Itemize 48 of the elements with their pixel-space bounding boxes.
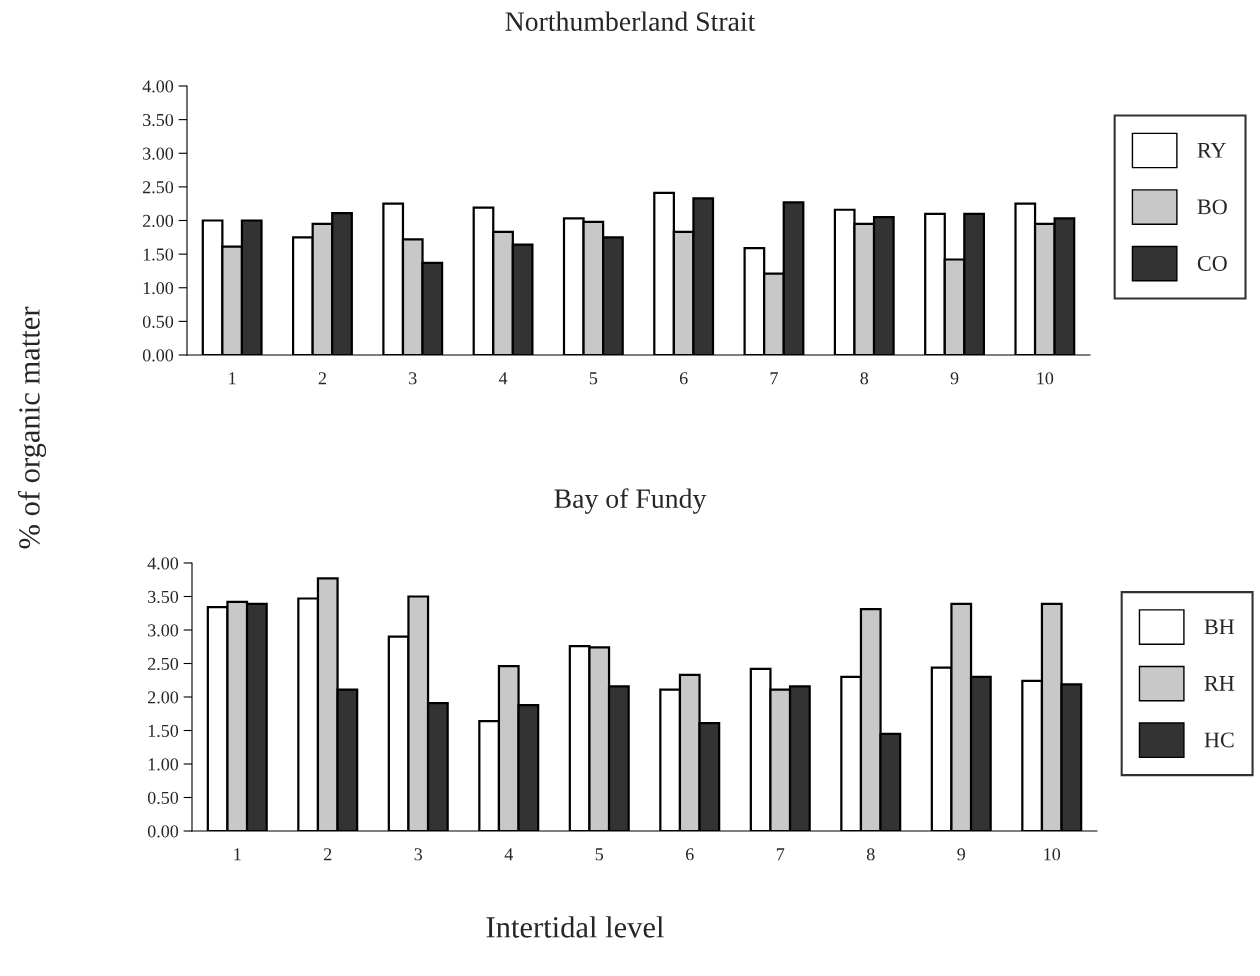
x-tick-label: 7 [776,848,785,861]
x-tick-label: 7 [770,372,778,385]
x-tick-label: 4 [504,848,513,861]
y-tick-label: 0.50 [142,315,174,328]
y-tick-label: 4.00 [142,80,174,93]
y-tick-label: 3.50 [143,113,174,127]
y-tick-label: 2.00 [143,214,174,228]
chart-title: Northumberland Strait [505,11,756,31]
y-tick-label: 0.00 [142,349,174,362]
x-tick-label: 9 [957,848,966,861]
legend-label: RY [1197,143,1226,158]
y-tick-label: 0.00 [147,825,179,838]
y-tick-label: 1.50 [143,248,174,261]
x-tick-label: 8 [866,848,875,861]
x-tick-label: 10 [1037,372,1054,385]
legend-label: BH [1204,619,1235,635]
x-axis-title: Intertidal level [486,916,664,938]
legend-label: CO [1197,255,1227,271]
y-tick-label: 1.00 [148,758,179,771]
y-tick-label: 2.00 [148,691,179,704]
y-axis-title: % of organic matter [17,306,47,549]
x-tick-label: 5 [589,372,598,385]
y-tick-label: 3.50 [148,590,179,604]
x-tick-label: 3 [414,848,423,861]
y-tick-label: 1.50 [148,724,179,738]
y-tick-label: 0.50 [147,791,179,805]
y-tick-label: 3.00 [143,147,174,160]
y-tick-label: 4.00 [147,557,179,570]
x-tick-label: 2 [324,848,332,861]
x-tick-label: 2 [318,372,326,385]
y-tick-label: 3.00 [148,624,179,637]
legend-label: RH [1204,676,1235,691]
x-tick-label: 4 [498,372,508,385]
x-tick-label: 1 [229,372,236,385]
x-tick-label: 3 [409,372,417,385]
y-tick-label: 2.50 [148,657,179,671]
x-tick-label: 10 [1044,848,1061,861]
legend-label: BO [1197,199,1227,215]
x-tick-label: 5 [595,848,604,861]
y-tick-label: 1.00 [143,282,174,295]
x-tick-label: 6 [679,372,688,385]
chart-title: Bay of Fundy [554,488,707,514]
legend-label: HC [1204,732,1234,748]
x-tick-label: 1 [234,848,241,861]
y-tick-label: 2.50 [143,181,174,194]
x-tick-label: 6 [686,848,694,861]
x-tick-label: 9 [950,372,959,385]
x-tick-label: 8 [860,372,869,385]
